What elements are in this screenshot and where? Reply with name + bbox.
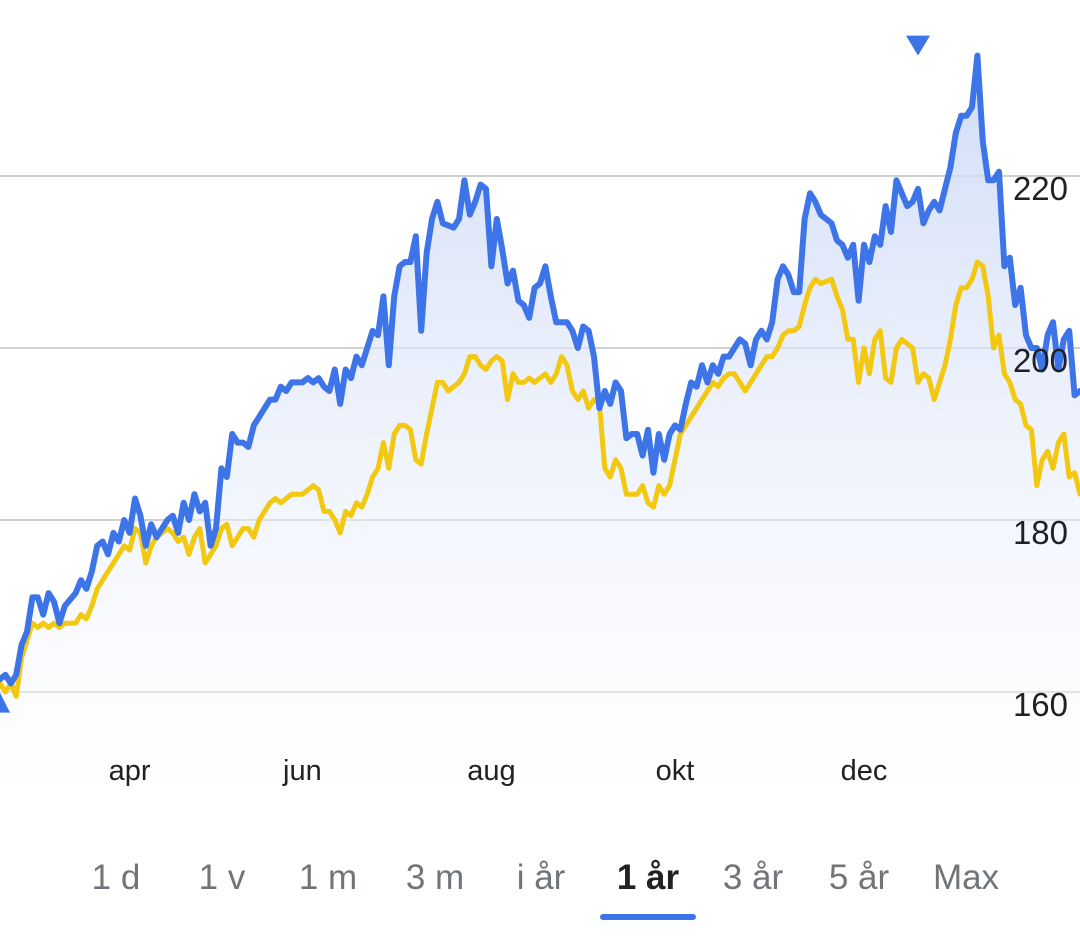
range-button[interactable]: 1 år	[616, 858, 680, 897]
price-series-line	[0, 52, 1080, 687]
y-tick-label: 160	[1013, 686, 1068, 723]
low-marker-icon	[0, 692, 10, 713]
x-tick-label: apr	[109, 755, 151, 787]
range-button[interactable]: 5 år	[828, 858, 890, 897]
y-tick-label: 180	[1013, 514, 1068, 551]
range-button[interactable]: 3 m	[405, 858, 465, 897]
range-button[interactable]: 1 v	[198, 858, 246, 897]
price-area-fill	[0, 55, 1080, 800]
range-button[interactable]: Max	[932, 858, 1000, 897]
x-axis-labels: apr jun aug okt dec	[109, 755, 888, 787]
range-button[interactable]: i år	[516, 858, 566, 897]
chart-markers	[0, 35, 930, 713]
y-tick-label: 220	[1013, 170, 1068, 207]
high-marker-icon	[906, 35, 930, 56]
x-tick-label: jun	[282, 755, 322, 787]
y-tick-label: 200	[1013, 342, 1068, 379]
range-button[interactable]: 3 år	[722, 858, 784, 897]
range-button[interactable]: 1 m	[298, 858, 358, 897]
y-axis-labels: 160 180 200 220	[1013, 170, 1068, 723]
x-tick-label: aug	[467, 755, 515, 787]
comparison-series-line	[0, 259, 1080, 699]
price-chart[interactable]: 160 180 200 220 apr jun aug okt dec	[0, 0, 1080, 800]
x-tick-label: dec	[841, 755, 888, 787]
active-range-underline	[600, 914, 696, 920]
x-tick-label: okt	[656, 755, 695, 787]
range-button[interactable]: 1 d	[91, 858, 141, 897]
time-range-selector: 1 d 1 v 1 m 3 m i år 1 år 3 år 5 år Max	[0, 840, 1080, 930]
